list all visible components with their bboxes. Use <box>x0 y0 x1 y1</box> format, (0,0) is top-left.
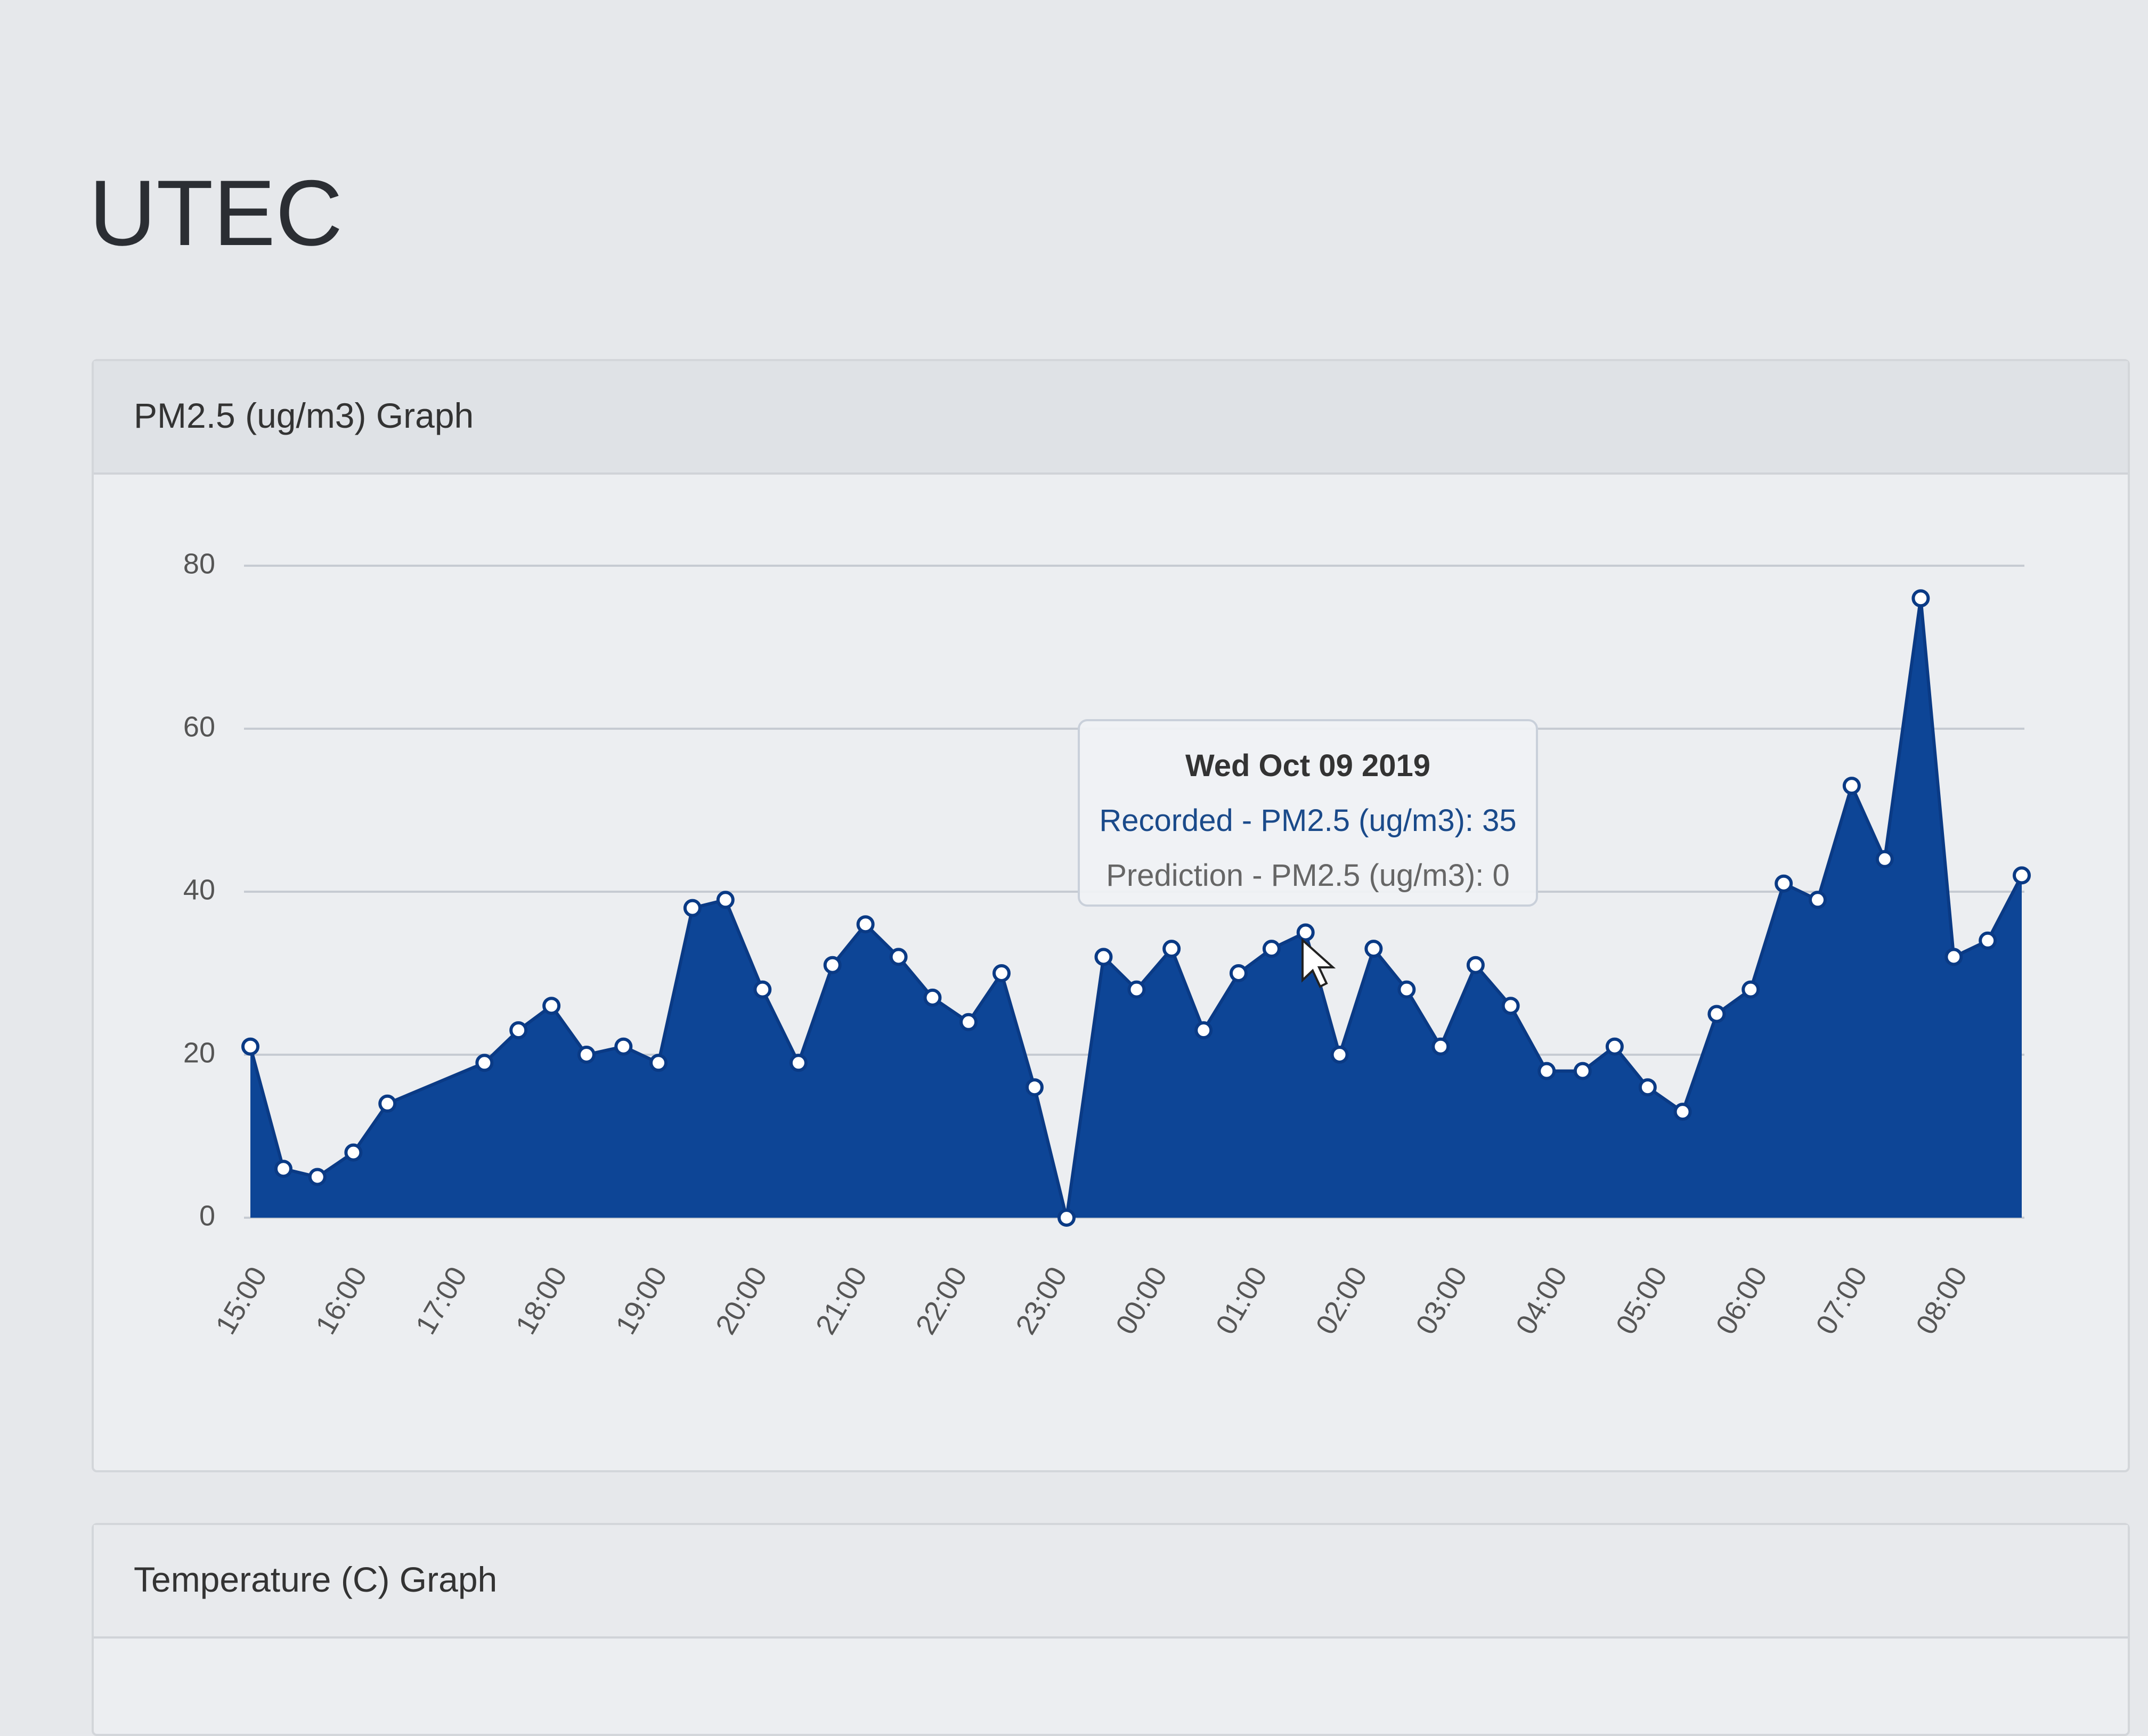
point <box>1397 980 1416 999</box>
point <box>959 1013 978 1031</box>
area <box>250 598 2022 1218</box>
point <box>274 1160 292 1178</box>
y-tick-label: 80 <box>183 548 215 580</box>
point <box>1842 777 1861 795</box>
x-tick-label: 04:00 <box>1510 1261 1574 1340</box>
point <box>1775 874 1793 893</box>
point <box>992 964 1011 982</box>
point <box>889 948 908 966</box>
point <box>1162 940 1181 958</box>
point <box>475 1054 494 1072</box>
point <box>1537 1062 1556 1080</box>
point <box>1194 1021 1213 1040</box>
mouse-cursor <box>1301 938 1336 988</box>
panel-title: PM2.5 (ug/m3) Graph <box>94 361 2128 475</box>
point <box>1501 997 1520 1015</box>
point <box>1742 980 1760 999</box>
point <box>1296 923 1315 942</box>
point <box>923 988 942 1007</box>
y-tick-label: 60 <box>183 711 215 743</box>
point <box>1911 589 1930 608</box>
point <box>1944 948 1963 966</box>
point <box>1707 1005 1726 1023</box>
chart: 0 20 40 60 80 15:00 16:00 17:00 18:00 19:00 20:00 2… <box>183 548 2031 1340</box>
point <box>378 1094 397 1113</box>
point <box>1673 1103 1692 1121</box>
point <box>509 1021 528 1040</box>
point <box>683 899 702 917</box>
x-tick-label: 06:00 <box>1710 1261 1773 1340</box>
point <box>789 1054 808 1072</box>
point <box>2013 866 2031 885</box>
point <box>753 980 772 999</box>
point <box>308 1168 327 1186</box>
tooltip-line: Prediction - PM2.5 (ug/m3): 0 <box>1106 858 1510 893</box>
x-tick-label: 21:00 <box>810 1261 874 1340</box>
point <box>614 1037 633 1056</box>
point <box>1025 1078 1044 1097</box>
point <box>823 956 842 974</box>
x-tick-label: 15:00 <box>209 1261 273 1340</box>
point <box>1094 948 1113 966</box>
x-tick-label: 20:00 <box>710 1261 774 1340</box>
x-tick-label: 02:00 <box>1309 1261 1373 1340</box>
x-tick-label: 18:00 <box>509 1261 573 1340</box>
point <box>1875 850 1894 868</box>
x-tick-label: 23:00 <box>1010 1261 1073 1340</box>
y-tick-label: 20 <box>183 1037 215 1069</box>
x-tick-label: 03:00 <box>1410 1261 1474 1340</box>
point <box>1364 940 1383 958</box>
point <box>1262 940 1281 958</box>
point <box>577 1046 596 1064</box>
y-tick-label: 0 <box>199 1200 215 1232</box>
page: UTEC PM2.5 (ug/m3) Graph Temperature (C)… <box>89 161 2130 1736</box>
x-tick-label: 19:00 <box>609 1261 673 1340</box>
x-tick-label: 08:00 <box>1910 1261 1974 1340</box>
point <box>1573 1062 1592 1080</box>
point <box>1466 956 1485 974</box>
x-tick-label: 17:00 <box>410 1261 474 1340</box>
point <box>1330 1046 1349 1064</box>
point <box>1808 891 1827 909</box>
x-tick-label: 07:00 <box>1810 1261 1874 1340</box>
x-tick-label: 01:00 <box>1210 1261 1274 1340</box>
x-tick-label: 16:00 <box>310 1261 373 1340</box>
point <box>1229 964 1248 982</box>
point <box>1979 931 1997 950</box>
page-title: UTEC <box>89 161 343 265</box>
x-tick-label: 00:00 <box>1110 1261 1174 1340</box>
x-tick-label: 05:00 <box>1610 1261 1674 1340</box>
point <box>649 1054 668 1072</box>
tooltip-title: Wed Oct 09 2019 <box>1185 748 1430 783</box>
x-tick-label: 22:00 <box>909 1261 973 1340</box>
point <box>344 1143 363 1162</box>
point <box>1605 1037 1624 1056</box>
point <box>1057 1209 1076 1227</box>
point <box>716 891 735 909</box>
tooltip: Wed Oct 09 2019 Recorded - PM2.5 (ug/m3)… <box>1078 719 1538 907</box>
point <box>542 997 561 1015</box>
point <box>241 1037 259 1056</box>
point <box>856 915 875 934</box>
point <box>1127 980 1146 999</box>
point <box>1431 1037 1450 1056</box>
y-tick-label: 40 <box>183 874 215 906</box>
point <box>1638 1078 1657 1097</box>
tooltip-line: Recorded - PM2.5 (ug/m3): 35 <box>1099 803 1517 838</box>
